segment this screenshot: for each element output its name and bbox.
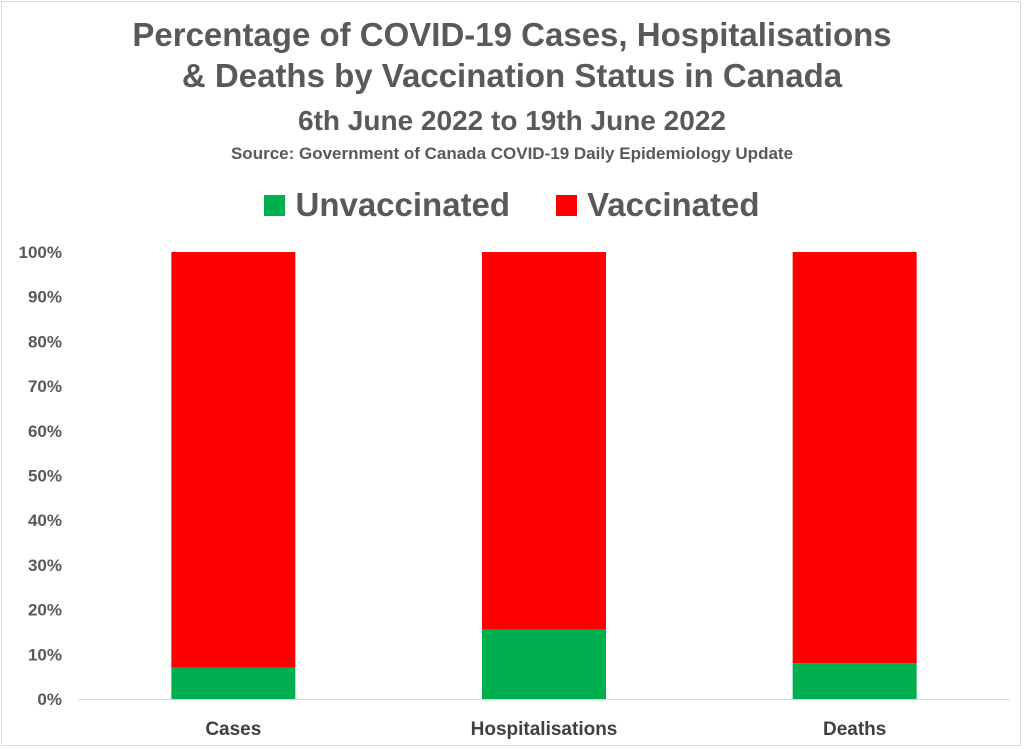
- y-tick-label: 100%: [19, 243, 62, 262]
- bar-vaccinated-hospitalisations: [482, 252, 606, 630]
- x-tick-label: Deaths: [823, 719, 886, 740]
- bar-unvaccinated-cases: [171, 667, 296, 699]
- bar-vaccinated-deaths: [792, 252, 917, 664]
- chart-legend: Unvaccinated Vaccinated: [0, 186, 1024, 224]
- legend-swatch-unvaccinated: [264, 194, 286, 216]
- y-tick-label: 80%: [28, 332, 62, 351]
- chart-title-line2: & Deaths by Vaccination Status in Canada: [181, 57, 843, 94]
- chart-title-line1: Percentage of COVID-19 Cases, Hospitalis…: [132, 16, 892, 53]
- y-tick-label: 90%: [28, 288, 62, 307]
- chart-titles: Percentage of COVID-19 Cases, Hospitalis…: [0, 14, 1024, 166]
- legend-swatch-vaccinated: [556, 194, 578, 216]
- y-tick-label: 50%: [28, 467, 62, 486]
- y-tick-label: 20%: [28, 601, 62, 620]
- legend-label-unvaccinated: Unvaccinated: [295, 186, 511, 223]
- chart-source: Source: Government of Canada COVID-19 Da…: [230, 144, 794, 163]
- y-tick-label: 30%: [28, 556, 62, 575]
- y-tick-label: 70%: [28, 377, 62, 396]
- chart-subtitle: 6th June 2022 to 19th June 2022: [298, 105, 726, 136]
- bar-unvaccinated-hospitalisations: [482, 629, 606, 699]
- bar-vaccinated-cases: [171, 252, 296, 668]
- legend-item-vaccinated: Vaccinated: [556, 186, 760, 224]
- y-tick-label: 60%: [28, 422, 62, 441]
- bar-unvaccinated-deaths: [792, 663, 917, 699]
- x-tick-label: Cases: [205, 719, 261, 740]
- y-tick-label: 40%: [28, 511, 62, 530]
- y-tick-label: 10%: [28, 645, 62, 664]
- x-tick-label: Hospitalisations: [471, 719, 618, 740]
- legend-label-vaccinated: Vaccinated: [587, 186, 760, 223]
- legend-item-unvaccinated: Unvaccinated: [264, 186, 510, 224]
- y-tick-label: 0%: [37, 690, 62, 709]
